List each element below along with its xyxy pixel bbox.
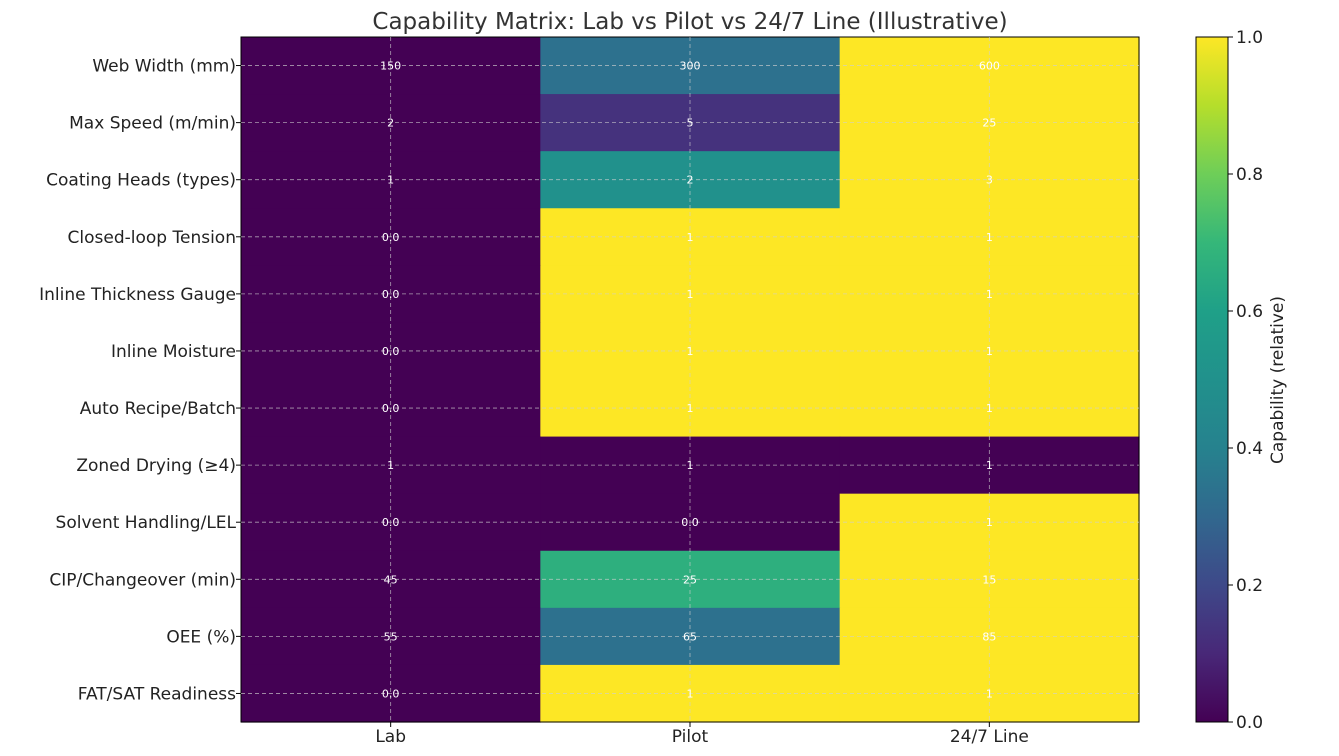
- cell-value-label: 2: [687, 174, 694, 187]
- cell-value-label: 1: [986, 687, 993, 700]
- x-tick-label: Pilot: [672, 727, 709, 747]
- cell-value-label: 55: [384, 630, 398, 643]
- y-tick-label: Coating Heads (types): [46, 171, 236, 191]
- cell-value-label: 5: [687, 117, 694, 130]
- cell-value-label: 45: [384, 573, 398, 586]
- colorbar-label: Capability (relative): [1268, 296, 1288, 464]
- colorbar-tick-label: 1.0: [1236, 28, 1263, 48]
- colorbar-tick-label: 0.6: [1236, 302, 1263, 322]
- cell-value-label: 1: [687, 231, 694, 244]
- colorbar-ticks: 0.0 0.2 0.4 0.6 0.8 1.0: [1228, 28, 1263, 733]
- y-tick-label: Zoned Drying (≥4): [76, 456, 236, 476]
- cell-value-label: 0.0: [382, 345, 400, 358]
- cell-value-label: 15: [982, 573, 996, 586]
- cell-value-label: 1: [387, 459, 394, 472]
- cell-value-label: 25: [683, 573, 697, 586]
- cell-value-label: 300: [680, 60, 701, 73]
- x-axis-ticks: Lab Pilot 24/7 Line: [375, 722, 1029, 747]
- y-tick-label: Auto Recipe/Batch: [80, 399, 236, 419]
- y-tick-label: OEE (%): [166, 627, 236, 647]
- cell-value-label: 150: [380, 60, 401, 73]
- colorbar-tick-label: 0.4: [1236, 439, 1263, 459]
- colorbar-tick-label: 0.8: [1236, 165, 1263, 185]
- cell-value-label: 1: [687, 288, 694, 301]
- cell-value-label: 0.0: [382, 231, 400, 244]
- cell-value-label: 1: [687, 345, 694, 358]
- cell-value-label: 1: [986, 345, 993, 358]
- cell-value-label: 600: [979, 60, 1000, 73]
- colorbar-tick-label: 0.2: [1236, 576, 1263, 596]
- cell-value-label: 0.0: [382, 516, 400, 529]
- cell-value-label: 0.0: [681, 516, 699, 529]
- cell-value-label: 2: [387, 117, 394, 130]
- cell-value-label: 1: [986, 402, 993, 415]
- y-tick-label: Web Width (mm): [92, 57, 236, 77]
- colorbar-tick-label: 0.0: [1236, 713, 1263, 733]
- cell-value-label: 1: [687, 459, 694, 472]
- y-tick-label: Inline Thickness Gauge: [39, 285, 236, 305]
- cell-value-label: 1: [687, 402, 694, 415]
- colorbar: 0.0 0.2 0.4 0.6 0.8 1.0 Capability (relative): [1195, 28, 1288, 733]
- cell-value-label: 1: [986, 516, 993, 529]
- cell-value-label: 0.0: [382, 687, 400, 700]
- y-axis-ticks: Web Width (mm) Max Speed (m/min) Coating H…: [39, 57, 241, 704]
- cell-value-label: 3: [986, 174, 993, 187]
- cell-value-label: 85: [982, 630, 996, 643]
- cell-value-label: 1: [387, 174, 394, 187]
- cell-value-label: 0.0: [382, 288, 400, 301]
- grid-lines: [241, 37, 1139, 722]
- chart-title: Capability Matrix: Lab vs Pilot vs 24/7 …: [372, 9, 1007, 35]
- cell-value-label: 65: [683, 630, 697, 643]
- cell-value-label: 0.0: [382, 402, 400, 415]
- cell-value-label: 1: [986, 459, 993, 472]
- y-tick-label: FAT/SAT Readiness: [78, 684, 236, 704]
- cell-value-label: 1: [687, 687, 694, 700]
- cell-value-label: 1: [986, 231, 993, 244]
- x-tick-label: 24/7 Line: [950, 727, 1029, 747]
- cell-value-label: 1: [986, 288, 993, 301]
- y-tick-label: Solvent Handling/LEL: [56, 513, 237, 533]
- colorbar-gradient: [1195, 36, 1229, 723]
- cell-value-label: 25: [982, 117, 996, 130]
- y-tick-label: CIP/Changeover (min): [49, 570, 236, 590]
- y-tick-label: Inline Moisture: [111, 342, 236, 362]
- y-tick-label: Closed-loop Tension: [68, 228, 236, 248]
- y-tick-label: Max Speed (m/min): [69, 114, 236, 134]
- x-tick-label: Lab: [375, 727, 406, 747]
